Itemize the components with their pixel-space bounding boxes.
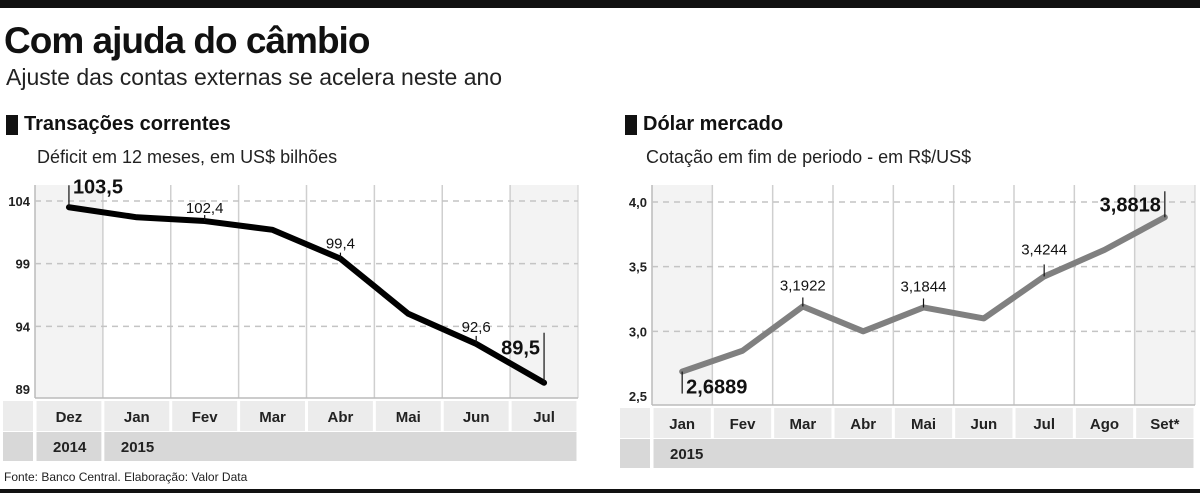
data-label: 3,8818: [1100, 194, 1161, 216]
y-tick-label: 89: [16, 382, 30, 397]
month-row-spacer: [3, 401, 33, 431]
month-cell: [1015, 408, 1073, 438]
month-cell: [36, 401, 102, 431]
x-tick-label: Jan: [124, 409, 150, 426]
data-label: 89,5: [501, 338, 540, 360]
page-title: Com ajuda do câmbio: [4, 20, 370, 61]
x-tick-label: Mai: [396, 409, 421, 426]
data-label: 3,4244: [1021, 241, 1067, 258]
year-row-spacer: [620, 439, 650, 468]
month-cell: [308, 401, 373, 431]
month-cell: [443, 401, 509, 431]
x-tick-label: Mar: [259, 409, 286, 426]
year-label: 2014: [53, 439, 87, 456]
month-cell: [172, 401, 238, 431]
year-row-spacer: [3, 432, 33, 461]
data-line: [65, 204, 548, 386]
month-cell: [713, 408, 772, 438]
month-cell: [1075, 408, 1134, 438]
month-cell: [955, 408, 1013, 438]
x-tick-label: Abr: [328, 409, 354, 426]
year-cell: [104, 432, 577, 461]
x-tick-label: Jun: [463, 409, 490, 426]
month-cell: [104, 401, 170, 431]
month-cell: [1136, 408, 1194, 438]
x-tick-label: Jun: [970, 416, 997, 433]
y-tick-label: 2,5: [629, 389, 647, 404]
x-tick-label: Mai: [911, 416, 936, 433]
year-label: 2015: [670, 446, 703, 463]
source-note: Fonte: Banco Central. Elaboração: Valor …: [4, 470, 248, 484]
transacoes-chart: 89 94 99 104 Dez Jan Fev Mar Abr Mai Jun Jul 2014 201…: [3, 176, 579, 461]
y-tick-label: 4,0: [629, 195, 647, 210]
x-tick-label: Dez: [56, 409, 83, 426]
month-cell: [774, 408, 832, 438]
data-label: 3,1844: [901, 278, 947, 295]
x-tick-label: Fev: [730, 416, 757, 433]
chart-title-text: Dólar mercado: [643, 113, 784, 135]
x-tick-label: Jul: [533, 409, 555, 426]
data-label: 3,1922: [780, 277, 826, 294]
month-row-spacer: [620, 408, 650, 438]
section-marker-icon: [625, 114, 637, 135]
month-cell: [375, 401, 441, 431]
chart-title-left: Transações correntes: [6, 113, 231, 136]
month-cell: [894, 408, 953, 438]
top-rule: [0, 0, 1200, 8]
x-tick-label: Set*: [1150, 416, 1179, 433]
bottom-rule: [0, 489, 1200, 493]
section-marker-icon: [6, 114, 18, 135]
y-tick-label: 3,5: [629, 260, 647, 275]
month-cell: [511, 401, 577, 431]
x-tick-label: Abr: [850, 416, 876, 433]
data-label: 99,4: [326, 236, 355, 253]
x-tick-label: Jul: [1033, 416, 1055, 433]
year-label: 2015: [121, 439, 154, 456]
data-label: 2,6889: [686, 377, 747, 399]
y-tick-label: 99: [16, 257, 30, 272]
y-tick-label: 3,0: [629, 324, 647, 339]
data-label: 92,6: [462, 319, 491, 336]
chart-subtitle-right: Cotação em fim de periodo - em R$/US$: [646, 147, 972, 167]
y-tick-label: 104: [8, 194, 30, 209]
plot-area: [652, 185, 1195, 405]
month-cell: [653, 408, 711, 438]
x-tick-label: Ago: [1090, 416, 1119, 433]
shaded-column: [35, 185, 103, 398]
page-subtitle: Ajuste das contas externas se acelera ne…: [6, 64, 503, 90]
x-tick-label: Jan: [669, 416, 695, 433]
chart-title-text: Transações correntes: [24, 113, 231, 135]
x-tick-label: Fev: [192, 409, 219, 426]
x-tick-label: Mar: [789, 416, 816, 433]
dolar-chart: 2,5 3,0 3,5 4,0 Jan Fev Mar Abr Mai Jun Jul Ago Set*…: [620, 185, 1196, 468]
month-cell: [834, 408, 892, 438]
shaded-column: [1134, 185, 1195, 405]
chart-subtitle-left: Déficit em 12 meses, em US$ bilhões: [37, 147, 338, 167]
shaded-column: [652, 185, 713, 405]
year-cell: [36, 432, 102, 461]
data-label: 103,5: [73, 176, 123, 198]
month-cell: [240, 401, 305, 431]
year-cell: [653, 439, 1194, 468]
data-label: 102,4: [186, 200, 224, 217]
y-tick-label: 94: [16, 319, 31, 334]
chart-title-right: Dólar mercado: [625, 113, 783, 136]
